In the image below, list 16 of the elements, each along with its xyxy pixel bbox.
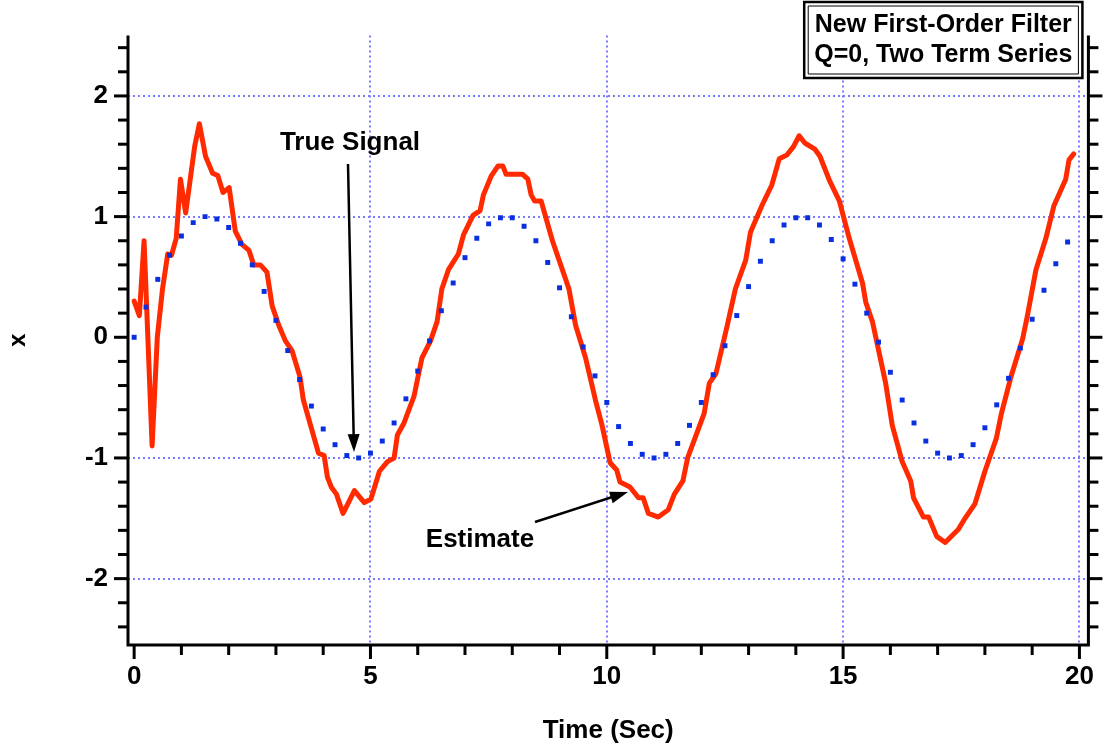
x-tick-label: 20 xyxy=(1064,659,1094,690)
y-tick-label: 2 xyxy=(93,79,108,110)
x-tick-label: 10 xyxy=(592,659,622,690)
chart-title: New First-Order Filter xyxy=(814,8,1073,37)
y-tick-label: -1 xyxy=(84,441,108,472)
annotation: Estimate xyxy=(425,523,535,554)
y-axis-title: x xyxy=(3,332,31,347)
chart-subtitle: Q=0, Two Term Series xyxy=(814,38,1073,67)
x-tick-label: 5 xyxy=(363,659,378,690)
y-tick-label: 1 xyxy=(93,199,108,230)
y-tick-label: -2 xyxy=(84,561,108,592)
x-tick-label: 15 xyxy=(828,659,858,690)
y-tick-label: 0 xyxy=(93,320,108,351)
annotation: True Signal xyxy=(279,126,421,157)
x-tick-label: 0 xyxy=(126,659,142,690)
x-axis-title: Time (Sec) xyxy=(542,713,674,744)
